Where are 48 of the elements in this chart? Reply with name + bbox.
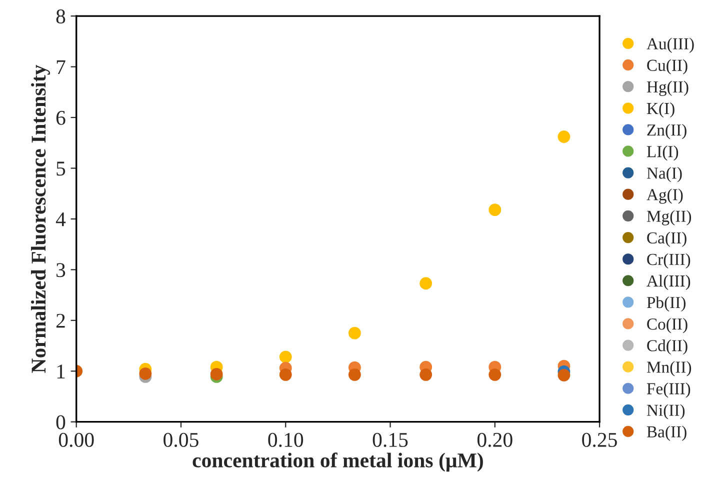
legend-label: Au(III) bbox=[646, 38, 694, 53]
point bbox=[279, 368, 292, 381]
point bbox=[488, 204, 502, 216]
point bbox=[210, 368, 223, 380]
legend-label: Ni(II) bbox=[646, 404, 685, 420]
point bbox=[139, 367, 152, 380]
y-tick-label: 6 bbox=[56, 110, 66, 125]
x-tick-label: 0.25 bbox=[582, 432, 617, 448]
legend-label: Ag(I) bbox=[646, 188, 683, 204]
legend-label: Cu(II) bbox=[647, 59, 688, 74]
point bbox=[420, 277, 432, 290]
y-tick-label: 3 bbox=[56, 263, 66, 278]
point bbox=[279, 350, 292, 364]
legend-label: Co(II) bbox=[647, 318, 688, 334]
legend-label: Fe(III) bbox=[646, 382, 690, 398]
y-tick-label: 5 bbox=[56, 162, 66, 176]
y-axis-title: Normalized Fluorescence Intensity bbox=[31, 64, 50, 373]
y-tick-label: 0 bbox=[56, 415, 66, 430]
x-tick-label: 0.15 bbox=[372, 432, 408, 448]
legend-label: Mg(II) bbox=[646, 210, 692, 226]
legend-label: Zn(II) bbox=[647, 124, 686, 140]
y-tick-label: 2 bbox=[56, 314, 65, 328]
legend-label: Mn(II) bbox=[646, 361, 692, 376]
x-tick-label: 0.20 bbox=[477, 432, 512, 448]
x-tick-label: 0.10 bbox=[268, 432, 304, 448]
legend-label: Ca(II) bbox=[647, 232, 686, 247]
point bbox=[558, 130, 570, 143]
y-tick-label: 8 bbox=[56, 9, 66, 24]
x-tick-label: 0.05 bbox=[164, 432, 198, 448]
y-tick-label: 4 bbox=[56, 212, 66, 226]
point bbox=[348, 326, 361, 340]
legend-label: Ba(II) bbox=[646, 426, 686, 441]
point bbox=[558, 368, 570, 382]
legend-label: Al(III) bbox=[646, 274, 690, 290]
legend-label: LI(I) bbox=[646, 146, 678, 161]
legend-label: K(I) bbox=[646, 102, 674, 118]
point bbox=[420, 368, 432, 381]
x-tick-label: 0.00 bbox=[58, 432, 94, 448]
legend-label: Cr(III) bbox=[647, 253, 690, 268]
point bbox=[488, 368, 502, 381]
y-tick-label: 7 bbox=[56, 60, 66, 74]
legend-label: Cd(II) bbox=[647, 340, 688, 355]
legend-label: Na(I) bbox=[646, 167, 682, 182]
y-tick-label: 1 bbox=[57, 364, 65, 378]
point bbox=[348, 368, 361, 381]
legend-label: Pb(II) bbox=[646, 296, 686, 312]
legend-label: Hg(II) bbox=[646, 80, 688, 96]
x-axis-title: concentration of metal ions (μM) bbox=[192, 452, 483, 472]
